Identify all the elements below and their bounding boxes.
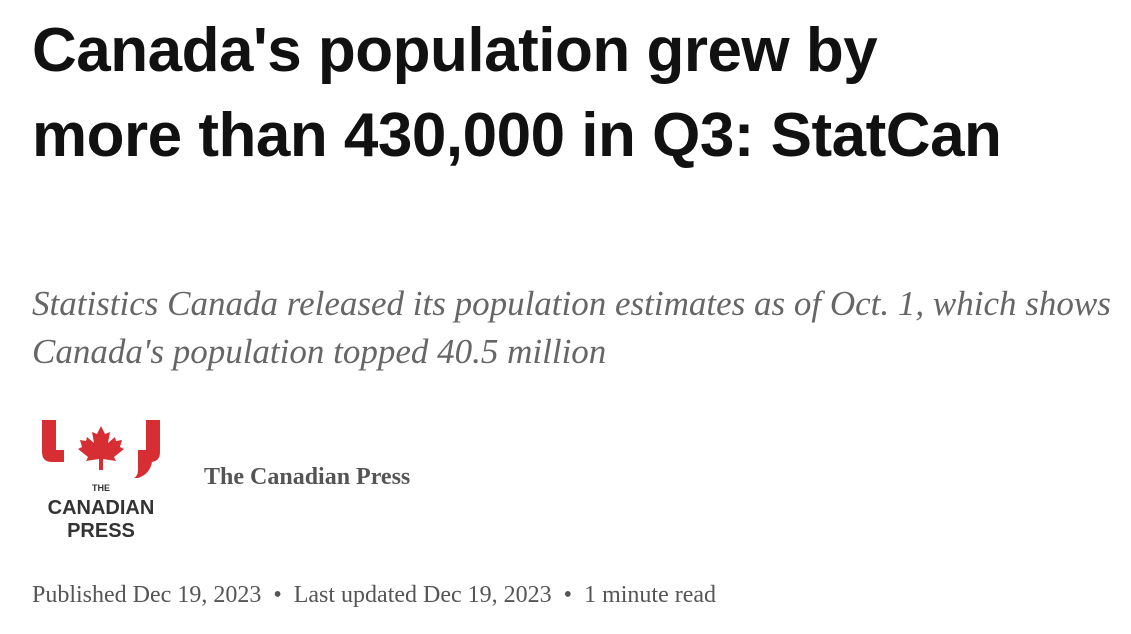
logo-bracket-right — [134, 420, 160, 478]
separator: • — [273, 582, 282, 608]
separator: • — [563, 582, 573, 608]
logo-text: CANADIAN — [48, 497, 155, 519]
publisher-logo[interactable]: THE CANADIAN PRESS — [38, 416, 164, 544]
author[interactable]: The Canadian Press — [204, 464, 411, 490]
article-meta: Published Dec 19, 2023 • Last updated Dec … — [32, 582, 716, 609]
headline: Canada's population grew by more than 43… — [32, 16, 1002, 170]
logo-maple-leaf — [78, 426, 124, 470]
updated-date: Last updated Dec 19, 2023 — [293, 582, 552, 608]
subheadline: Statistics Canada released its populatio… — [32, 284, 1111, 371]
logo-text: PRESS — [67, 520, 135, 542]
published-date: Published Dec 19, 2023 — [32, 582, 262, 608]
logo-text: THE — [92, 483, 110, 493]
read-time: 1 minute read — [584, 582, 717, 608]
logo-bracket-left — [42, 420, 64, 462]
